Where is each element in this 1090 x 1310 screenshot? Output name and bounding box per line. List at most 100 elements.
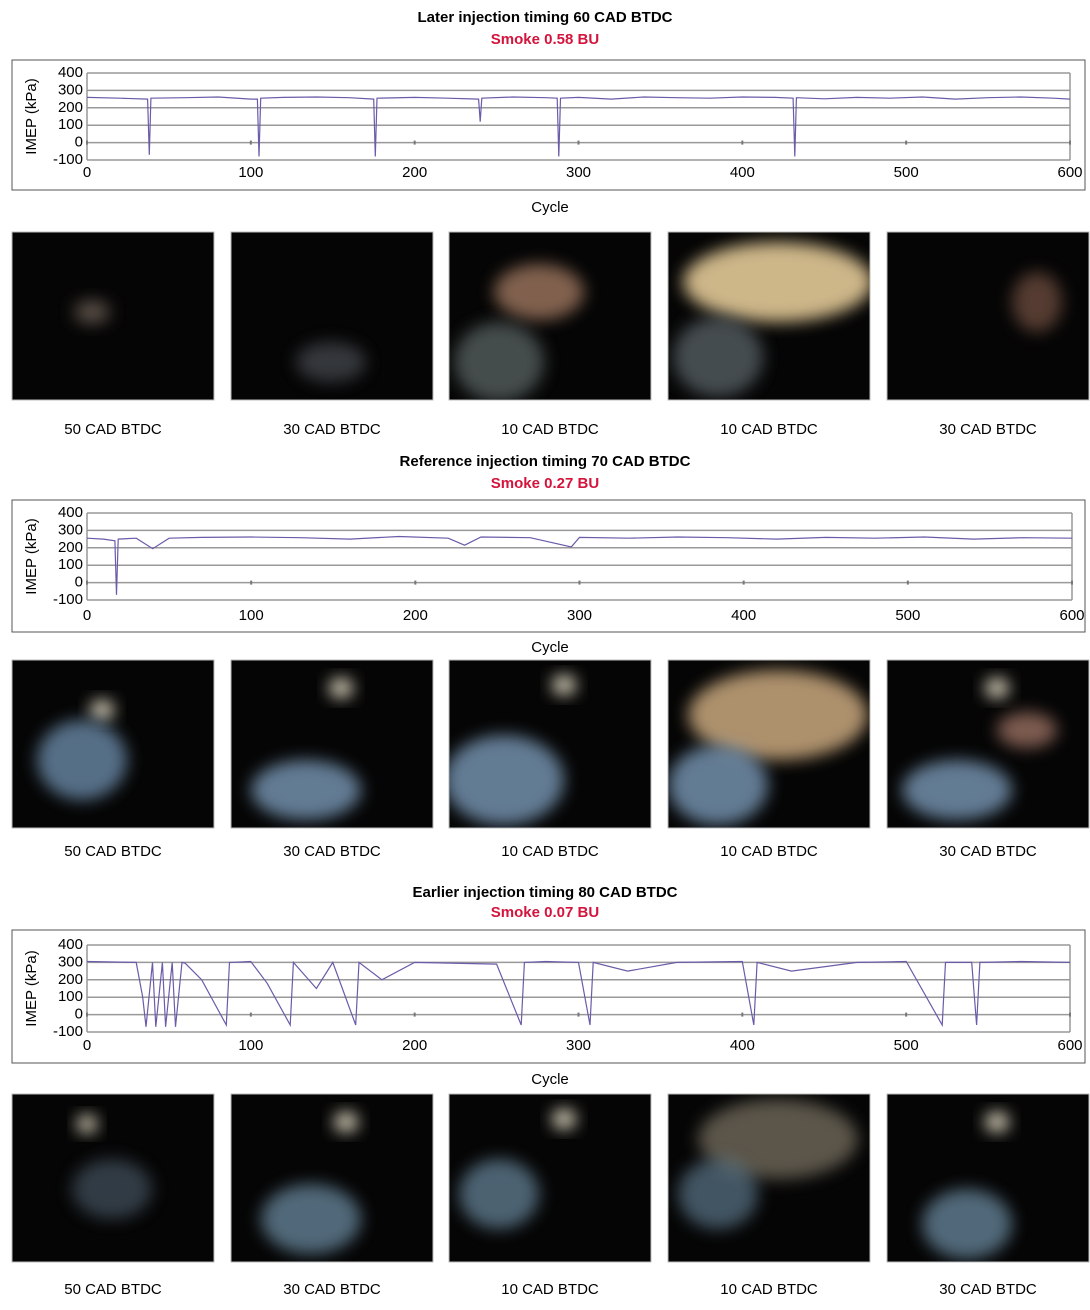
frame-label: 10 CAD BTDC xyxy=(720,421,818,438)
x-tick-label: 600 xyxy=(1057,164,1082,181)
image-content xyxy=(1012,272,1062,332)
x-tick-label: 600 xyxy=(1057,1037,1082,1054)
y-tick-label: 300 xyxy=(58,953,83,970)
frame-label: 10 CAD BTDC xyxy=(501,421,599,438)
image-content xyxy=(668,670,868,825)
frame-label: 30 CAD BTDC xyxy=(283,421,381,438)
x-tick-label: 100 xyxy=(238,1037,263,1054)
flame-blob xyxy=(494,264,584,320)
image-content xyxy=(72,1115,152,1219)
flame-image xyxy=(667,1093,871,1263)
x-tick-label: 500 xyxy=(894,1037,919,1054)
x-tick-label: 0 xyxy=(83,1037,91,1054)
y-tick-label: 100 xyxy=(58,116,83,133)
image-content xyxy=(74,300,110,324)
flame-blob xyxy=(668,745,768,825)
y-axis-label: IMEP (kPa) xyxy=(23,518,40,594)
y-tick-label: 400 xyxy=(58,64,83,81)
flame-blob xyxy=(688,670,868,760)
flame-blob xyxy=(90,700,114,720)
x-tick-label: 400 xyxy=(730,1037,755,1054)
x-tick-label: 200 xyxy=(402,164,427,181)
flame-image xyxy=(667,231,871,401)
frame-label: 30 CAD BTDC xyxy=(939,421,1037,438)
flame-blob xyxy=(1012,272,1062,332)
flame-blob xyxy=(37,720,127,800)
y-tick-label: 200 xyxy=(58,99,83,116)
x-tick-label: 600 xyxy=(1059,607,1084,624)
flame-image xyxy=(886,1093,1090,1263)
flame-blob xyxy=(329,678,353,698)
x-tick-label: 500 xyxy=(895,607,920,624)
y-tick-label: 400 xyxy=(58,936,83,953)
frame-label: 10 CAD BTDC xyxy=(720,843,818,860)
frame-label: 50 CAD BTDC xyxy=(64,1281,162,1298)
image-content xyxy=(454,264,584,400)
frame-label: 30 CAD BTDC xyxy=(939,843,1037,860)
image-content xyxy=(673,242,870,397)
y-axis-label: IMEP (kPa) xyxy=(23,78,40,154)
image-content xyxy=(922,1112,1012,1259)
y-tick-label: -100 xyxy=(53,591,83,608)
flame-blob xyxy=(552,675,576,695)
flame-image xyxy=(11,1093,215,1263)
y-tick-label: 300 xyxy=(58,521,83,538)
flame-image xyxy=(448,1093,652,1263)
chart-frame xyxy=(11,59,1086,191)
x-tick-label: 200 xyxy=(403,607,428,624)
flame-image xyxy=(448,659,652,829)
flame-blob xyxy=(698,1099,858,1179)
y-tick-label: 200 xyxy=(58,971,83,988)
chart-title: Later injection timing 60 CAD BTDC xyxy=(417,9,672,26)
flame-blob xyxy=(296,342,366,382)
frame-label: 10 CAD BTDC xyxy=(720,1281,818,1298)
flame-blob xyxy=(985,1112,1009,1132)
flame-blob xyxy=(997,712,1057,748)
flame-blob xyxy=(683,242,870,322)
x-tick-label: 300 xyxy=(566,1037,591,1054)
frame-label: 10 CAD BTDC xyxy=(501,1281,599,1298)
flame-image xyxy=(667,659,871,829)
image-content xyxy=(296,342,366,382)
y-axis-label: IMEP (kPa) xyxy=(23,950,40,1026)
flame-blob xyxy=(449,735,564,825)
chart-subtitle: Smoke 0.07 BU xyxy=(491,904,599,921)
frame-label: 30 CAD BTDC xyxy=(283,843,381,860)
y-tick-label: 100 xyxy=(58,556,83,573)
flame-blob xyxy=(454,322,544,400)
image-background xyxy=(11,231,215,401)
x-axis-label: Cycle xyxy=(531,1071,569,1088)
x-tick-label: 200 xyxy=(402,1037,427,1054)
chart-frame xyxy=(11,499,1086,633)
x-axis-label: Cycle xyxy=(531,639,569,656)
chart-title: Reference injection timing 70 CAD BTDC xyxy=(400,453,691,470)
flame-image xyxy=(230,659,434,829)
frame-label: 50 CAD BTDC xyxy=(64,421,162,438)
image-content xyxy=(251,678,361,820)
chart-frame xyxy=(11,929,1086,1064)
y-tick-label: 0 xyxy=(75,1006,83,1023)
frame-label: 30 CAD BTDC xyxy=(939,1281,1037,1298)
image-content xyxy=(37,700,127,800)
y-tick-label: 100 xyxy=(58,988,83,1005)
flame-image xyxy=(886,231,1090,401)
flame-blob xyxy=(74,300,110,324)
x-tick-label: 0 xyxy=(83,164,91,181)
y-tick-label: 0 xyxy=(75,134,83,151)
imep-line xyxy=(86,96,1071,157)
flame-blob xyxy=(902,760,1012,820)
flame-blob xyxy=(673,317,763,397)
flame-image xyxy=(448,231,652,401)
flame-blob xyxy=(72,1159,152,1219)
x-tick-label: 400 xyxy=(731,607,756,624)
image-content xyxy=(678,1099,858,1229)
y-tick-label: -100 xyxy=(53,1023,83,1040)
y-tick-label: 400 xyxy=(58,504,83,521)
image-content xyxy=(261,1112,361,1254)
frame-label: 10 CAD BTDC xyxy=(501,843,599,860)
image-background xyxy=(230,1093,434,1263)
y-tick-label: 0 xyxy=(75,574,83,591)
y-tick-label: 300 xyxy=(58,81,83,98)
flame-image xyxy=(886,659,1090,829)
